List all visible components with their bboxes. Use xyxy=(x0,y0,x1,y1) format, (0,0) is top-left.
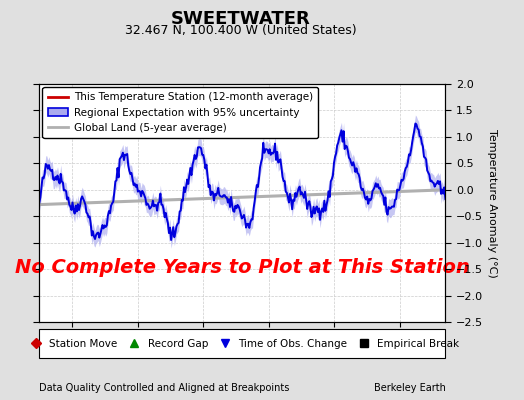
Text: Data Quality Controlled and Aligned at Breakpoints: Data Quality Controlled and Aligned at B… xyxy=(39,383,290,393)
Text: 32.467 N, 100.400 W (United States): 32.467 N, 100.400 W (United States) xyxy=(125,24,357,37)
Text: No Complete Years to Plot at This Station: No Complete Years to Plot at This Statio… xyxy=(15,258,470,277)
Y-axis label: Temperature Anomaly (°C): Temperature Anomaly (°C) xyxy=(487,129,497,277)
Legend: Station Move, Record Gap, Time of Obs. Change, Empirical Break: Station Move, Record Gap, Time of Obs. C… xyxy=(22,336,463,352)
Text: Berkeley Earth: Berkeley Earth xyxy=(374,383,445,393)
Text: SWEETWATER: SWEETWATER xyxy=(171,10,311,28)
Legend: This Temperature Station (12-month average), Regional Expectation with 95% uncer: This Temperature Station (12-month avera… xyxy=(42,87,318,138)
FancyBboxPatch shape xyxy=(39,329,445,358)
